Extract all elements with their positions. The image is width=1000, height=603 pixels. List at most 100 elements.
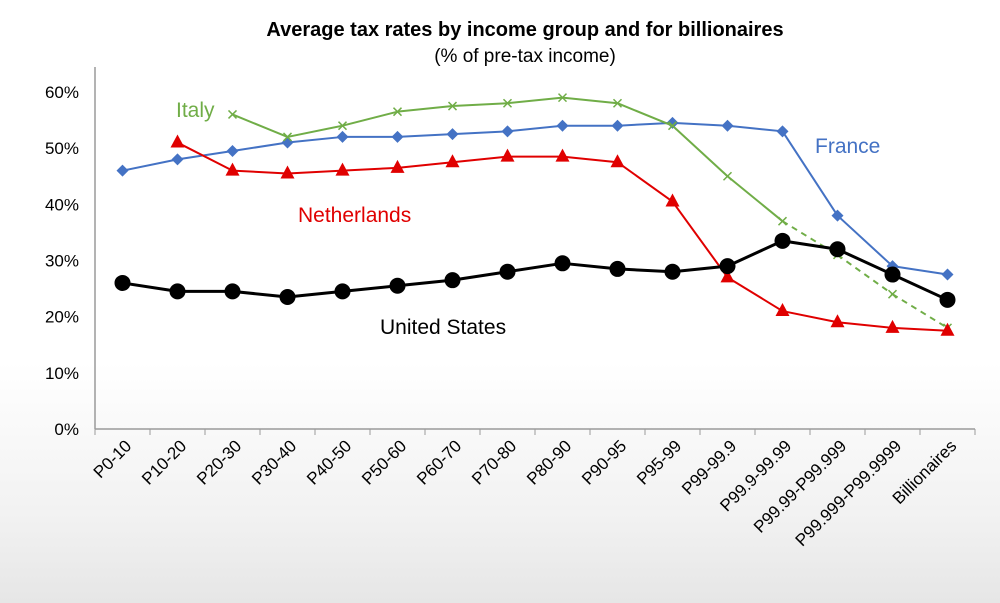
data-point-france bbox=[556, 119, 569, 132]
data-point-united-states bbox=[169, 283, 186, 300]
series-label-netherlands: Netherlands bbox=[298, 204, 411, 227]
series-label-italy: Italy bbox=[176, 99, 215, 122]
series-segment-netherlands bbox=[562, 155, 618, 164]
data-point-united-states bbox=[664, 263, 681, 280]
data-point-france bbox=[941, 268, 954, 281]
series-segment-france bbox=[287, 135, 343, 144]
series-segment-france bbox=[507, 124, 563, 133]
series-segment-netherlands bbox=[726, 276, 784, 312]
series-segment-france bbox=[397, 133, 453, 138]
data-point-france bbox=[116, 164, 129, 177]
data-point-netherlands bbox=[280, 165, 295, 179]
series-segment-netherlands bbox=[837, 321, 893, 329]
data-point-netherlands bbox=[170, 134, 185, 148]
data-point-italy bbox=[887, 289, 898, 299]
x-tick-label: P40-50 bbox=[303, 436, 355, 488]
y-tick-label: 60% bbox=[45, 83, 79, 102]
series-segment-netherlands bbox=[232, 169, 288, 175]
data-point-italy bbox=[777, 216, 788, 226]
series-segment-united-states bbox=[342, 284, 398, 293]
data-point-france bbox=[171, 153, 184, 166]
series-segment-italy bbox=[836, 254, 894, 296]
series-segment-italy bbox=[726, 175, 784, 222]
data-point-united-states bbox=[114, 274, 131, 291]
series-segment-netherlands bbox=[397, 161, 453, 169]
data-point-united-states bbox=[939, 291, 956, 308]
data-point-netherlands bbox=[665, 193, 680, 207]
data-point-italy bbox=[227, 109, 238, 119]
data-point-italy bbox=[557, 93, 568, 103]
series-segment-france bbox=[177, 149, 233, 161]
y-tick-label: 0% bbox=[54, 420, 79, 439]
data-point-italy bbox=[282, 132, 293, 142]
series-segment-netherlands bbox=[342, 166, 398, 172]
series-segment-united-states bbox=[562, 261, 618, 271]
series-segment-united-states bbox=[782, 239, 838, 251]
data-point-france bbox=[391, 130, 404, 143]
series-segment-italy bbox=[232, 113, 288, 138]
series-label-france: France bbox=[815, 135, 880, 158]
data-point-france bbox=[281, 136, 294, 149]
series-label-united-states: United States bbox=[380, 316, 506, 339]
data-point-united-states bbox=[554, 255, 571, 272]
series-segment-italy bbox=[287, 124, 343, 138]
data-point-italy bbox=[612, 98, 623, 108]
x-tick-label: P20-30 bbox=[193, 436, 245, 488]
data-point-united-states bbox=[609, 260, 626, 277]
series-segment-netherlands bbox=[892, 326, 948, 332]
series-segment-united-states bbox=[122, 281, 178, 293]
series-segment-netherlands bbox=[452, 155, 508, 164]
y-tick-label: 20% bbox=[45, 308, 79, 327]
data-point-netherlands bbox=[775, 303, 790, 317]
series-segment-united-states bbox=[617, 267, 673, 274]
series-segment-france bbox=[232, 141, 288, 152]
data-point-united-states bbox=[279, 289, 296, 306]
data-point-netherlands bbox=[940, 322, 955, 336]
data-point-france bbox=[721, 119, 734, 132]
x-tick-label: P99.999-P99.9999 bbox=[792, 436, 906, 550]
series-united-states bbox=[114, 232, 956, 308]
data-point-france bbox=[226, 144, 239, 157]
series-segment-italy bbox=[507, 96, 563, 105]
series-segment-united-states bbox=[891, 273, 949, 302]
x-tick-label: P70-80 bbox=[468, 436, 520, 488]
data-point-united-states bbox=[224, 283, 241, 300]
series-segment-united-states bbox=[452, 270, 508, 282]
data-point-united-states bbox=[829, 241, 846, 258]
series-segment-france bbox=[452, 130, 508, 136]
series-segment-united-states bbox=[397, 278, 453, 288]
chart-subtitle: (% of pre-tax income) bbox=[434, 46, 616, 67]
chart-title: Average tax rates by income group and fo… bbox=[266, 19, 783, 41]
data-point-united-states bbox=[499, 263, 516, 280]
data-point-italy bbox=[447, 101, 458, 111]
x-tick-label: P95-99 bbox=[633, 436, 685, 488]
x-tick-label: P80-90 bbox=[523, 436, 575, 488]
series-segment-united-states bbox=[232, 289, 288, 299]
data-point-netherlands bbox=[225, 162, 240, 176]
data-point-netherlands bbox=[335, 162, 350, 176]
y-tick-label: 10% bbox=[45, 364, 79, 383]
data-point-united-states bbox=[444, 272, 461, 289]
data-point-united-states bbox=[334, 283, 351, 300]
data-point-netherlands bbox=[720, 269, 735, 283]
data-point-france bbox=[611, 119, 624, 132]
y-tick-label: 40% bbox=[45, 195, 79, 214]
data-point-france bbox=[336, 130, 349, 143]
series-segment-france bbox=[836, 214, 894, 267]
series-labels: Italy France Netherlands United States bbox=[176, 99, 880, 339]
series-segment-netherlands bbox=[616, 161, 674, 203]
data-point-netherlands bbox=[830, 314, 845, 328]
series-segment-italy bbox=[671, 124, 729, 177]
series-segment-united-states bbox=[836, 247, 894, 276]
series-segment-united-states bbox=[672, 264, 728, 274]
series-segment-france bbox=[781, 130, 839, 217]
series-segment-france bbox=[727, 124, 783, 133]
x-tick-label: P50-60 bbox=[358, 436, 410, 488]
series-segment-netherlands bbox=[287, 169, 343, 175]
series-segment-france bbox=[122, 158, 178, 172]
data-point-france bbox=[831, 209, 844, 222]
data-point-italy bbox=[502, 98, 513, 108]
x-tick-label: P60-70 bbox=[413, 436, 465, 488]
data-point-france bbox=[776, 125, 789, 138]
